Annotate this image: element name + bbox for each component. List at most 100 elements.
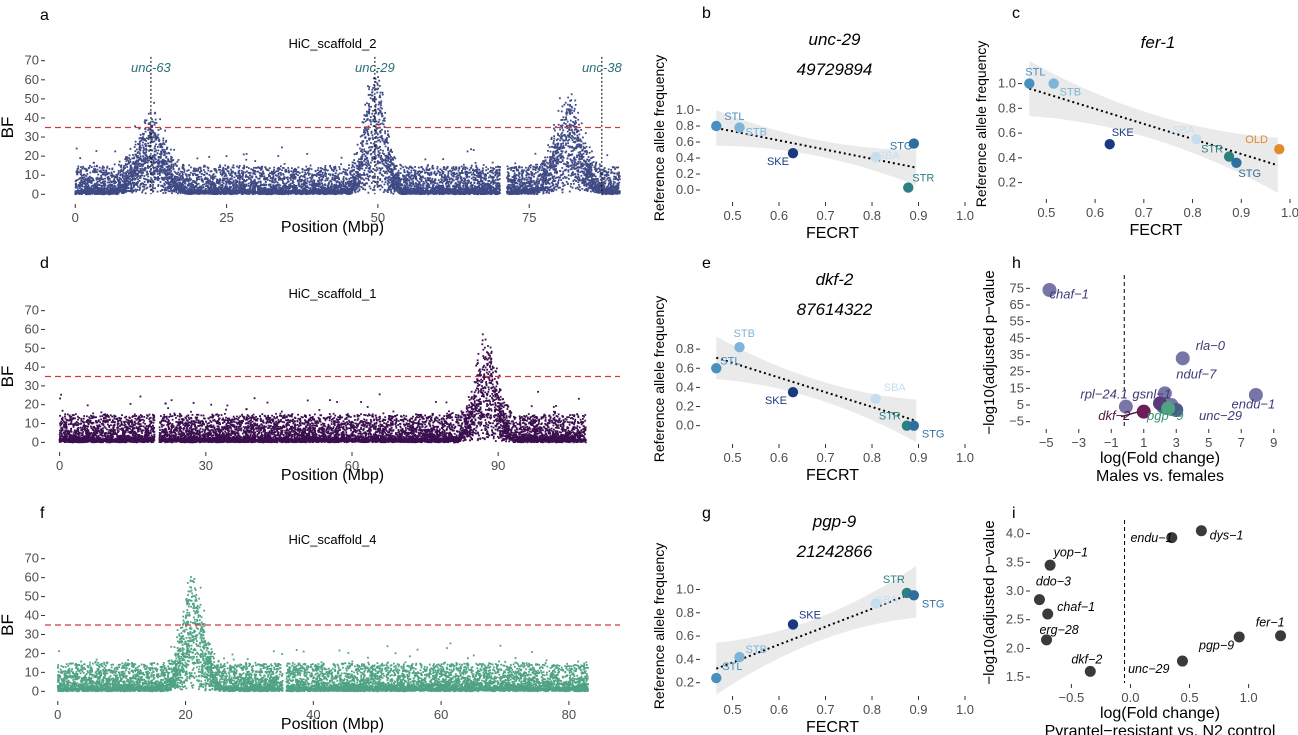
a-point: [402, 192, 404, 194]
a-point: [386, 142, 389, 144]
a-point: [367, 134, 370, 137]
a-point: [78, 187, 81, 190]
a-point: [387, 148, 389, 151]
a-point: [591, 162, 593, 164]
a-point: [137, 151, 140, 153]
a-point: [514, 176, 517, 179]
a-point: [447, 174, 450, 177]
a-point: [360, 163, 363, 166]
a-point: [315, 182, 318, 185]
a-point: [309, 187, 312, 190]
a-point: [587, 165, 589, 167]
a-point: [153, 121, 156, 124]
a-point: [118, 179, 121, 181]
a-point: [138, 179, 141, 182]
a-point: [582, 152, 585, 155]
a-point: [247, 171, 250, 174]
a-point: [617, 166, 620, 169]
a-point: [314, 186, 317, 188]
a-point: [599, 168, 601, 171]
a-point: [419, 183, 421, 186]
a-point: [416, 179, 419, 182]
a-point: [563, 103, 566, 106]
a-point: [562, 134, 564, 137]
a-point: [612, 183, 615, 186]
a-point: [318, 182, 321, 184]
a-point: [372, 175, 375, 178]
a-point: [223, 178, 226, 180]
panel-letter-h: h: [1012, 255, 1021, 272]
a-point: [366, 119, 368, 121]
a-point: [555, 188, 558, 191]
a-point: [338, 184, 341, 187]
a-point: [473, 185, 476, 188]
a-point: [478, 168, 481, 171]
a-point: [581, 178, 584, 181]
a-point: [95, 150, 98, 152]
a-point: [523, 181, 526, 184]
a-point: [129, 164, 132, 167]
a-point: [586, 158, 589, 161]
a-point: [378, 96, 381, 98]
a-point: [463, 177, 466, 180]
a-point: [238, 182, 241, 185]
a-point: [468, 169, 471, 171]
a-point: [370, 130, 373, 133]
a-point: [544, 168, 547, 171]
a-point: [369, 93, 372, 96]
a-point: [154, 145, 156, 148]
a-point: [415, 172, 418, 175]
a-point: [342, 187, 344, 190]
a-xlabel: Position (Mbp): [281, 219, 384, 236]
a-point: [224, 164, 227, 167]
a-point: [364, 137, 367, 139]
a-point: [95, 182, 98, 185]
a-xtick-label: 75: [522, 210, 536, 225]
a-point: [538, 173, 541, 176]
a-point: [177, 181, 180, 184]
a-point: [583, 189, 586, 192]
a-point: [476, 170, 479, 173]
a-point: [222, 168, 224, 170]
a-point: [555, 147, 558, 149]
a-point: [566, 130, 569, 133]
a-point: [380, 167, 382, 170]
a-point: [144, 178, 147, 181]
a-point: [372, 125, 375, 128]
a-point: [460, 176, 463, 179]
a-point: [557, 109, 560, 112]
a-point: [297, 182, 300, 185]
a-point: [519, 179, 521, 181]
a-point: [225, 155, 228, 158]
a-point: [368, 171, 371, 174]
a-point: [144, 139, 147, 142]
a-point: [358, 169, 361, 172]
a-point: [390, 188, 392, 191]
a-point: [466, 150, 469, 153]
a-point: [599, 170, 601, 173]
a-point: [606, 154, 609, 157]
a-point: [537, 175, 540, 178]
a-point: [365, 142, 368, 145]
a-point: [133, 171, 136, 174]
a-point: [542, 192, 545, 195]
a-point: [521, 176, 524, 179]
a-point: [548, 169, 551, 171]
a-point: [377, 87, 380, 90]
a-point: [375, 103, 377, 106]
a-ytick-label: 70: [25, 53, 39, 68]
a-point: [144, 192, 147, 195]
a-point: [163, 154, 165, 157]
a-point: [377, 121, 380, 123]
a-point: [219, 171, 222, 174]
a-point: [341, 185, 344, 188]
a-point: [497, 182, 500, 184]
a-point: [567, 170, 570, 173]
a-point: [134, 188, 137, 191]
a-point: [476, 179, 479, 181]
a-point: [386, 172, 389, 175]
a-point: [443, 168, 445, 171]
a-point: [181, 164, 184, 166]
a-point: [384, 181, 387, 184]
a-point: [414, 166, 416, 168]
